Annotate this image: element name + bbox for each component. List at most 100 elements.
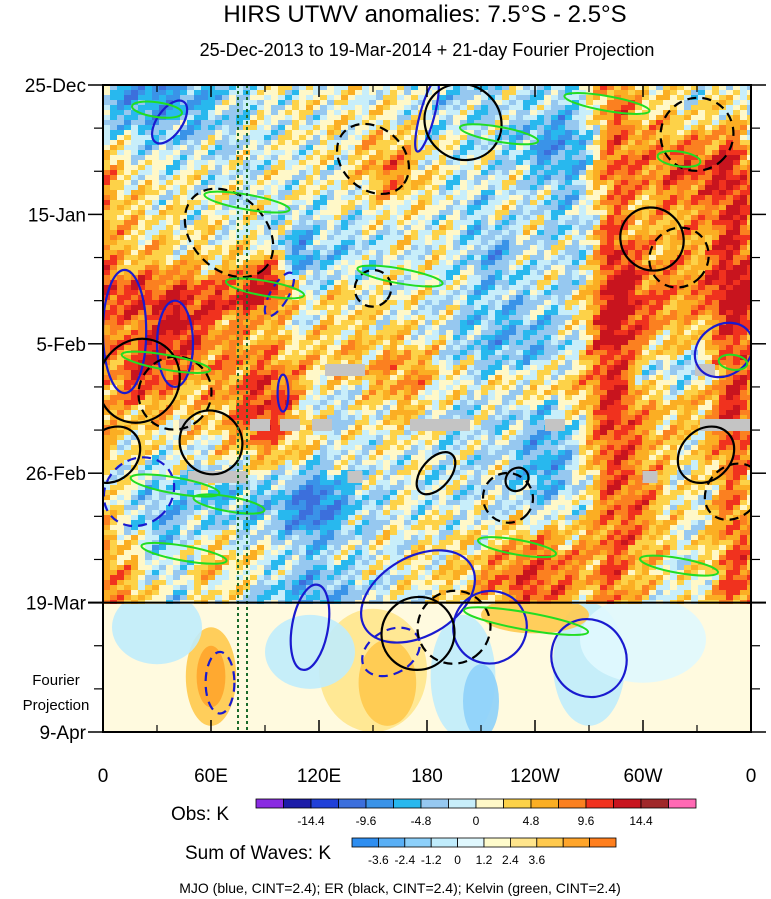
obs-cell [376,330,384,336]
obs-cell [152,160,160,166]
obs-cell [740,335,748,341]
obs-cell [425,120,433,126]
obs-cell [565,320,573,326]
obs-cell [439,170,447,176]
obs-cell [418,180,426,186]
obs-cell [719,130,727,136]
obs-cell [159,350,167,356]
obs-cell [439,330,447,336]
obs-cell [397,245,405,251]
obs-cell [159,170,167,176]
obs-cell [327,295,335,301]
obs-cell [733,250,741,256]
obs-cell [523,100,531,106]
obs-cell [131,220,139,226]
obs-cell [467,260,475,266]
obs-cell [390,130,398,136]
obs-cell [194,85,202,91]
obs-cell [236,105,244,111]
obs-cell [208,280,216,286]
obs-cell [348,225,356,231]
obs-cell [621,245,629,251]
obs-cell [600,85,608,91]
obs-cell [607,120,615,126]
obs-cell [467,300,475,306]
obs-cell [670,100,678,106]
obs-cell [271,155,279,161]
obs-cell [243,105,251,111]
obs-cell [565,135,573,141]
obs-cell [383,325,391,331]
obs-cell [544,90,552,96]
obs-cell [187,265,195,271]
obs-cell [376,240,384,246]
obs-cell [712,340,720,346]
obs-cell [145,185,153,191]
obs-cell [229,225,237,231]
obs-cell [607,125,615,131]
obs-cell [516,205,524,211]
obs-cell [222,195,230,201]
obs-cell [607,185,615,191]
obs-cell [439,95,447,101]
obs-cell [341,350,349,356]
obs-cell [236,300,244,306]
obs-cell [257,245,265,251]
obs-cell [481,265,489,271]
obs-cell [488,215,496,221]
obs-cell [110,250,118,256]
obs-cell [180,125,188,131]
obs-cell [180,165,188,171]
obs-cell [677,340,685,346]
obs-cell [271,100,279,106]
obs-cell [145,120,153,126]
obs-cell [558,285,566,291]
obs-cell [215,345,223,351]
obs-cell [691,270,699,276]
obs-cell [264,265,272,271]
obs-cell [495,285,503,291]
obs-cell [733,290,741,296]
obs-cell [334,200,342,206]
obs-cell [579,130,587,136]
obs-cell [677,230,685,236]
obs-cell [187,195,195,201]
obs-cell [719,125,727,131]
obs-cell [474,195,482,201]
obs-cell [257,295,265,301]
obs-cell [649,120,657,126]
obs-cell [544,115,552,121]
obs-cell [453,340,461,346]
obs-cell [432,310,440,316]
obs-cell [698,320,706,326]
obs-cell [530,95,538,101]
obs-cell [446,220,454,226]
obs-cell [299,270,307,276]
obs-cell [733,220,741,226]
obs-cell [663,140,671,146]
obs-cell [740,205,748,211]
obs-cell [229,220,237,226]
obs-cell [306,345,314,351]
obs-cell [425,245,433,251]
obs-cell [670,180,678,186]
obs-cell [208,225,216,231]
obs-cell [404,135,412,141]
obs-cell [124,110,132,116]
obs-cell [138,305,146,311]
obs-cell [474,170,482,176]
obs-cell [292,245,300,251]
obs-cell [117,155,125,161]
obs-cell [705,275,713,281]
obs-cell [495,190,503,196]
obs-cell [173,185,181,191]
obs-cell [138,270,146,276]
obs-cell [404,115,412,121]
obs-cell [677,155,685,161]
obs-cell [481,155,489,161]
obs-cell [110,240,118,246]
obs-cell [705,150,713,156]
obs-cell [691,130,699,136]
obs-cell [306,100,314,106]
obs-cell [474,95,482,101]
